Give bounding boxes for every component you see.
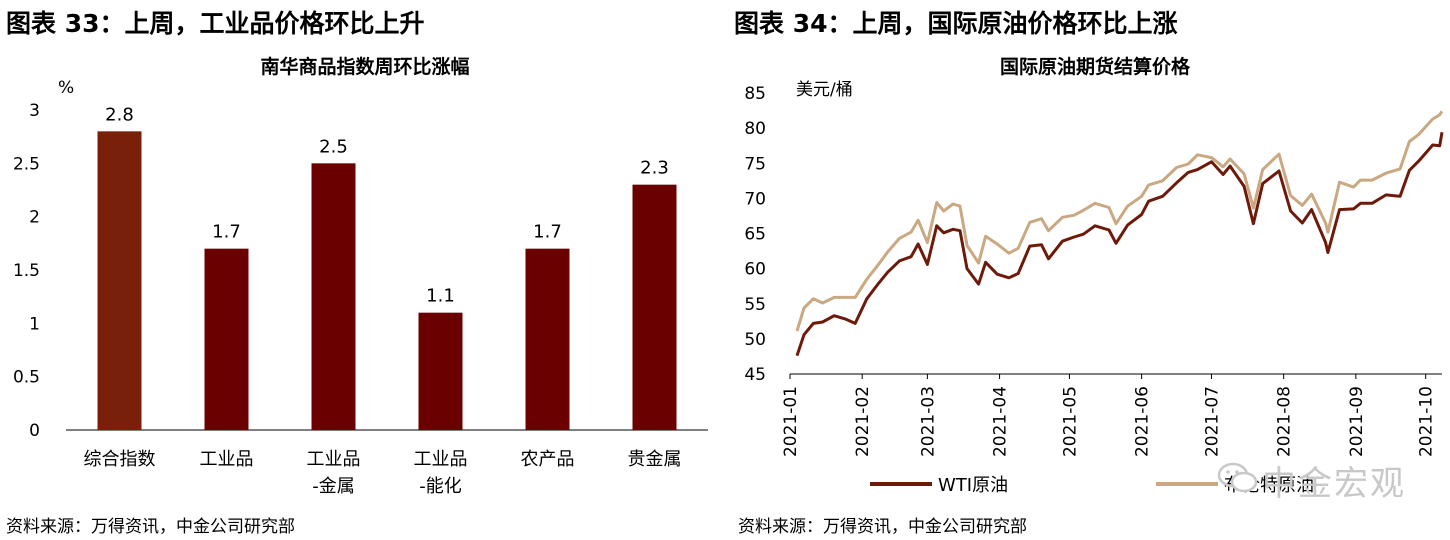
x-category-label: 工业品 <box>200 449 254 470</box>
legend-wti-label: WTI原油 <box>938 475 1008 496</box>
bar-data-label: 2.5 <box>319 136 348 157</box>
bar-data-label: 2.3 <box>640 158 669 179</box>
y-tick-label: 55 <box>744 295 766 315</box>
x-category-label: 工业品 <box>307 449 361 470</box>
bar <box>418 312 463 430</box>
y-tick-label: 65 <box>744 225 766 245</box>
bar-data-label: 1.1 <box>426 286 455 307</box>
right-figure-title: 图表 34：上周，国际原油价格环比上涨 <box>734 9 1178 38</box>
watermark: 中金宏观 <box>1216 458 1446 504</box>
left-figure-panel: 图表 33：上周，工业品价格环比上升 南华商品指数周环比涨幅 0 0.5 1 1.5 2… <box>6 9 708 537</box>
x-tick-label: 2021-08 <box>1275 386 1295 457</box>
x-tick-label: 2021-02 <box>853 386 873 457</box>
x-category-label: -能化 <box>419 476 462 497</box>
y-tick-label: 60 <box>744 260 766 280</box>
y-tick-label: 0.5 <box>13 368 40 388</box>
y-axis-unit: 美元/桶 <box>796 80 853 100</box>
bar-data-label: 1.7 <box>212 222 241 243</box>
x-tick-label: 2021-01 <box>781 386 801 457</box>
bar <box>97 131 142 431</box>
x-tick-label: 2021-07 <box>1202 386 1222 457</box>
x-category-label: 贵金属 <box>628 449 682 470</box>
right-figure-panel: 图表 34：上周，国际原油价格环比上涨 国际原油期货结算价格 45 50 55 60 6… <box>730 0 1450 540</box>
watermark-text: 中金宏观 <box>1262 464 1406 504</box>
brent-series-line <box>795 110 1444 332</box>
x-tick-label: 2021-10 <box>1417 386 1437 457</box>
wechat-icon <box>1217 462 1258 493</box>
bar <box>311 163 356 431</box>
wti-series-line <box>795 132 1444 357</box>
y-tick-label: 70 <box>744 189 766 209</box>
line-chart-title: 国际原油期货结算价格 <box>999 56 1191 78</box>
bar <box>525 248 570 430</box>
left-source-note: 资料来源：万得资讯，中金公司研究部 <box>6 517 295 537</box>
bar <box>204 248 249 430</box>
y-tick-label: 50 <box>744 330 766 350</box>
x-category-label: 综合指数 <box>84 449 156 470</box>
y-tick-label: 75 <box>744 154 766 174</box>
x-tick-label: 2021-06 <box>1133 386 1153 457</box>
x-category-label: 工业品 <box>414 449 468 470</box>
right-source-note: 资料来源：万得资讯，中金公司研究部 <box>738 517 1027 537</box>
bar-data-label: 1.7 <box>533 222 562 243</box>
y-axis-unit: % <box>58 78 74 98</box>
y-tick-label: 3 <box>29 101 40 121</box>
y-tick-label: 1 <box>29 314 40 334</box>
y-tick-label: 45 <box>744 365 766 385</box>
x-category-label: 农产品 <box>521 449 575 470</box>
bar-chart-title: 南华商品指数周环比涨幅 <box>260 56 470 78</box>
y-tick-label: 2.5 <box>13 154 40 174</box>
x-tick-label: 2021-03 <box>918 386 938 457</box>
bar-data-label: 2.8 <box>105 104 134 125</box>
bar-chart: 0 0.5 1 1.5 2 2.5 3% 2.8 综合指数 1.7 工业品 2.5 工业品 -金属 1.1 工… <box>13 78 708 497</box>
bar <box>632 184 677 430</box>
x-tick-label: 2021-04 <box>991 386 1011 457</box>
x-tick-label: 2021-09 <box>1347 386 1367 457</box>
y-tick-label: 85 <box>744 84 766 104</box>
y-tick-label: 80 <box>744 119 766 139</box>
y-tick-label: 0 <box>29 421 40 441</box>
line-chart: 45 50 55 60 65 70 75 80 85 美元/桶 2021-01 2021-02 2021… <box>744 80 1444 496</box>
x-tick-label: 2021-05 <box>1060 386 1080 457</box>
y-tick-label: 2 <box>29 208 40 228</box>
left-figure-title: 图表 33：上周，工业品价格环比上升 <box>6 9 425 38</box>
y-tick-label: 1.5 <box>13 261 40 281</box>
x-category-label: -金属 <box>312 476 355 497</box>
